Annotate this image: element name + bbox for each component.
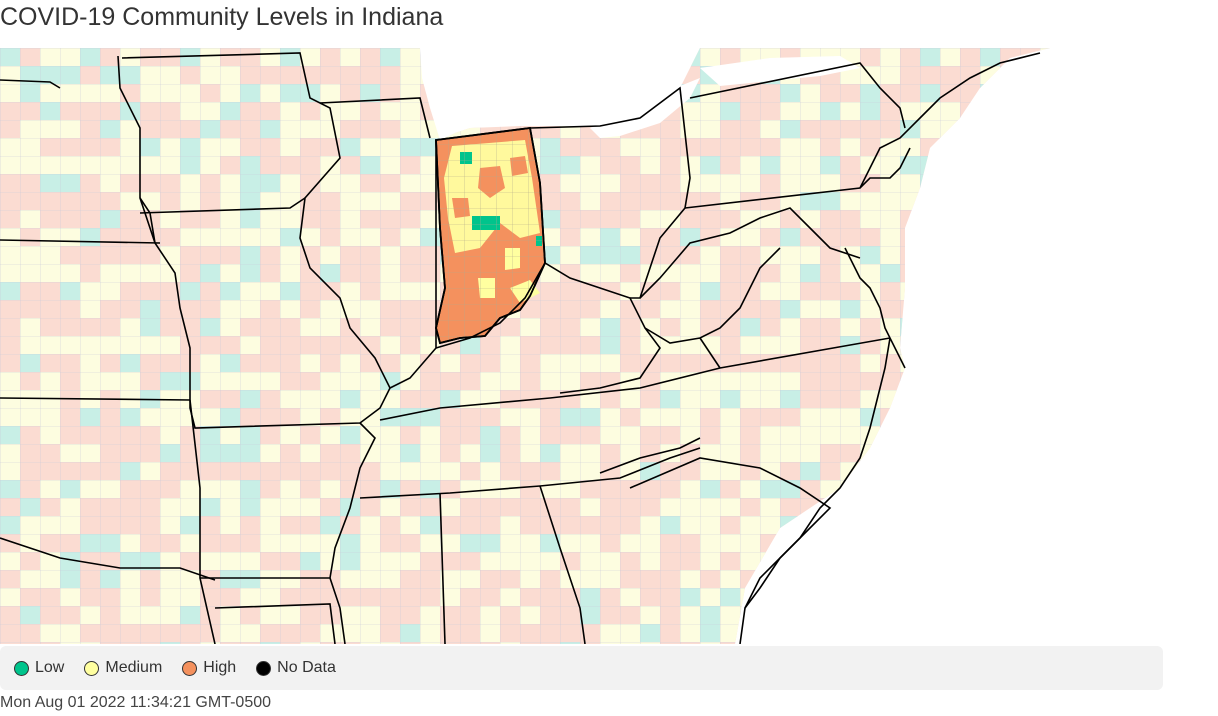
lake-michigan [420,48,470,140]
legend-item-low[interactable]: Low [14,659,64,677]
legend-swatch-no-data [256,660,272,676]
page-title: COVID-19 Community Levels in Indiana [0,3,444,31]
legend-label-low: Low [35,659,65,676]
state-borders [0,52,1041,644]
legend-item-medium[interactable]: Medium [84,659,162,677]
map-container[interactable] [0,48,1218,644]
legend-label-high: High [203,659,237,676]
lake-ontario [700,56,860,86]
legend-label-no-data: No Data [277,659,336,676]
legend-label-medium: Medium [105,659,163,676]
legend-swatch-low [14,660,29,676]
community-levels-map[interactable] [0,48,1218,644]
timestamp: Mon Aug 01 2022 11:34:21 GMT-0500 [0,694,272,711]
legend: Low Medium High No Data [0,646,1163,690]
legend-item-no-data[interactable]: No Data [256,659,336,677]
legend-item-high[interactable]: High [182,659,236,677]
indiana-state[interactable] [435,126,546,345]
legend-swatch-medium [84,660,100,676]
legend-swatch-high [182,660,198,676]
